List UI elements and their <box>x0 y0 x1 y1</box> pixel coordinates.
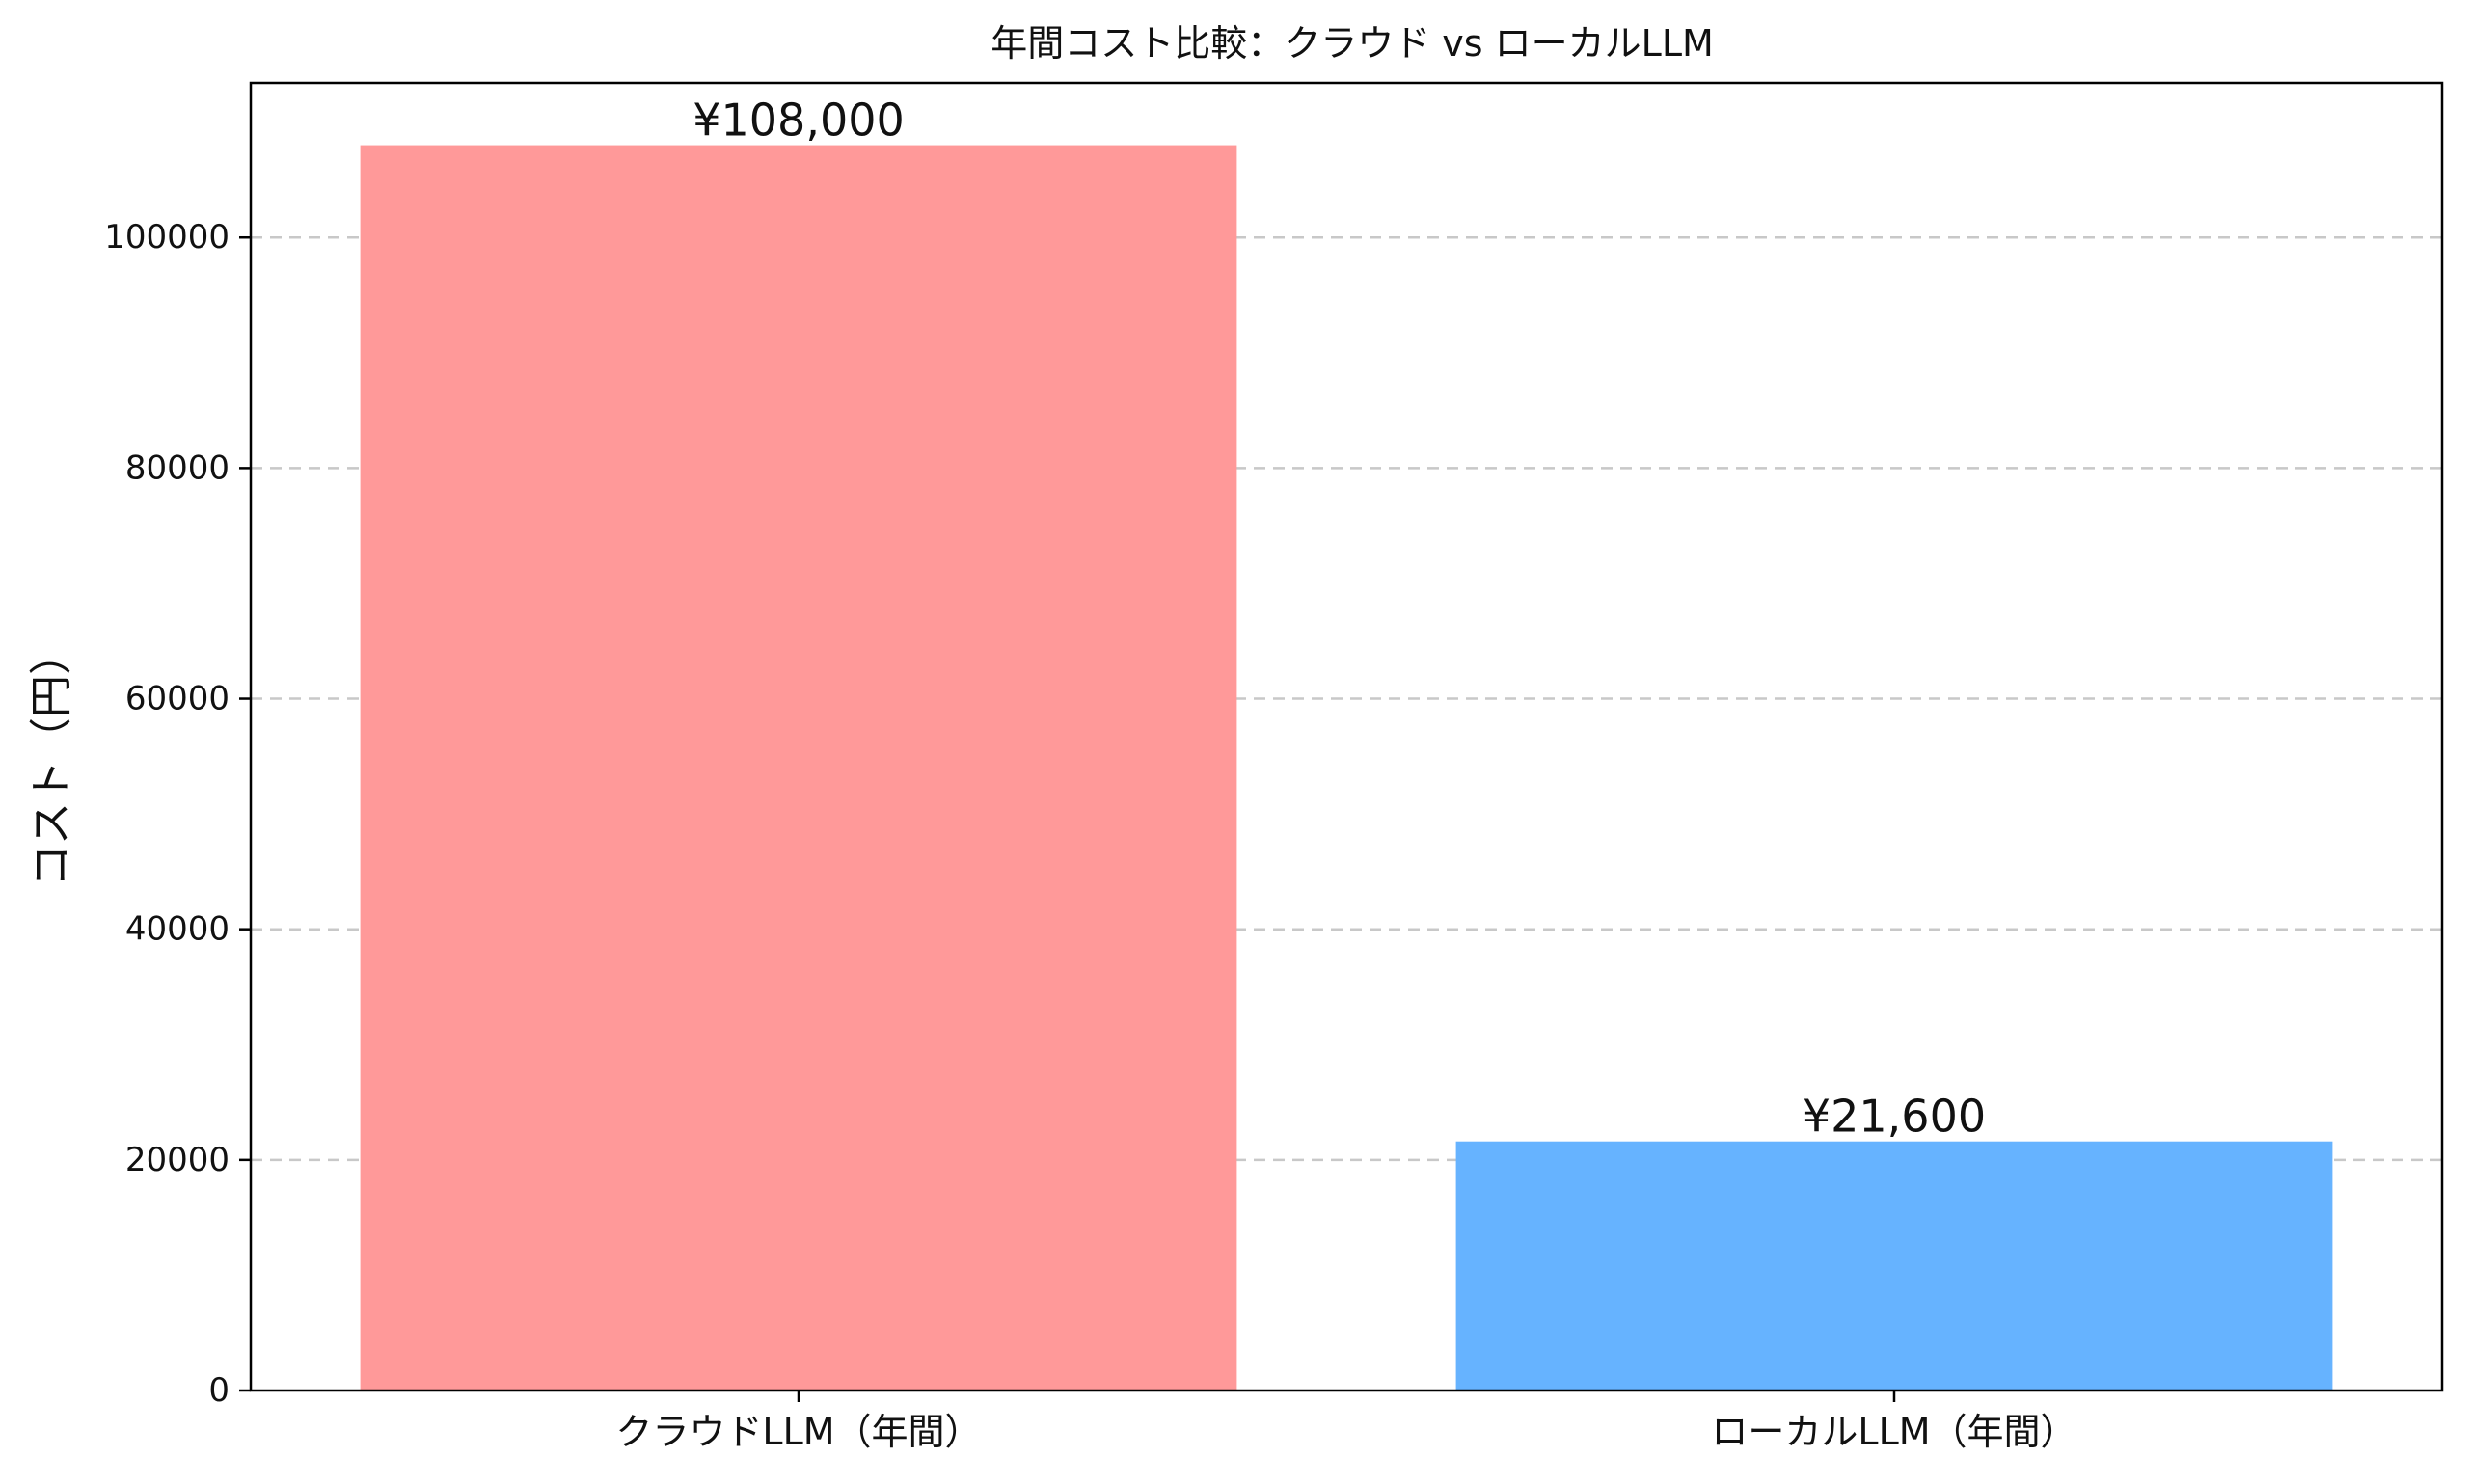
plot-frame <box>249 81 2444 1392</box>
y-tick-label: 100000 <box>104 218 230 256</box>
value-labels: ¥108,000 ¥21,600 <box>692 94 1986 1143</box>
y-axis-label: コスト（円） <box>27 633 76 887</box>
bar <box>360 145 1237 1391</box>
x-tick-label: ローカルLLM（年間） <box>1711 1411 2076 1453</box>
chart-title: 年間コスト比較：クラウド vs ローカルLLM <box>990 22 1714 65</box>
y-tick-label: 20000 <box>125 1141 230 1179</box>
bars <box>360 145 2333 1391</box>
y-tick-label: 0 <box>208 1371 230 1410</box>
y-tick-label: 60000 <box>125 680 230 718</box>
x-tick-label: クラウドLLM（年間） <box>615 1411 981 1453</box>
bar-value-label: ¥21,600 <box>1803 1091 1986 1143</box>
y-tick-label: 40000 <box>125 910 230 949</box>
x-axis-ticks: クラウドLLM（年間） ローカルLLM（年間） <box>615 1390 2077 1453</box>
bar <box>1455 1141 2333 1390</box>
y-tick-label: 80000 <box>125 448 230 487</box>
bar-value-label: ¥108,000 <box>692 94 905 147</box>
y-axis-ticks: 0 20000 40000 60000 80000 100000 <box>104 218 251 1410</box>
